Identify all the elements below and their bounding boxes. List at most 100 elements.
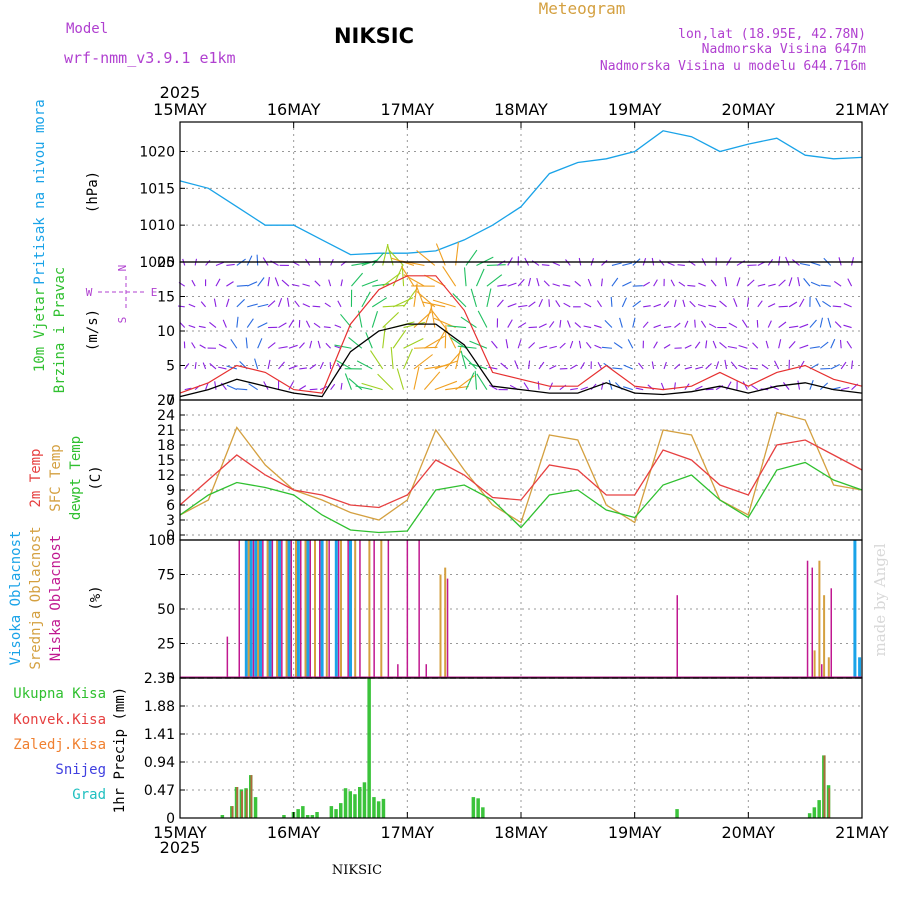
wind-barb bbox=[623, 364, 633, 370]
wind-barb bbox=[523, 382, 530, 390]
time-label-top: 20MAY bbox=[722, 100, 776, 119]
wind-barb bbox=[463, 267, 467, 287]
wind-barb bbox=[719, 341, 727, 349]
wind-barb bbox=[674, 363, 681, 370]
wind-barb bbox=[673, 299, 677, 307]
wind-barb bbox=[635, 387, 644, 391]
wind-barb bbox=[371, 311, 379, 328]
wind-barb bbox=[328, 279, 332, 287]
y-tick-label: 18 bbox=[157, 438, 175, 454]
wind-barb bbox=[677, 264, 685, 266]
precip-bar bbox=[305, 815, 310, 818]
wind-barb bbox=[452, 293, 467, 308]
cloud-bar bbox=[276, 540, 279, 678]
wind-barb bbox=[236, 388, 248, 391]
wind-barb bbox=[465, 372, 475, 390]
wind-barb bbox=[477, 310, 488, 328]
precip-bar bbox=[812, 807, 817, 818]
wind-barb bbox=[281, 279, 290, 287]
wind-barb bbox=[222, 319, 227, 328]
cloud-bar bbox=[271, 540, 274, 678]
wind-barb bbox=[782, 382, 790, 390]
wind-barb bbox=[684, 344, 692, 349]
precip-bar bbox=[282, 815, 286, 818]
wind-barb bbox=[642, 281, 650, 287]
wind-barb bbox=[847, 278, 853, 287]
cloud-bar bbox=[354, 540, 357, 678]
cloud-bar bbox=[425, 664, 427, 678]
time-label-top: 19MAY bbox=[608, 100, 662, 119]
wind-barb bbox=[278, 346, 288, 349]
wind-barb bbox=[660, 382, 665, 390]
wind-barb bbox=[566, 320, 571, 328]
wind-barb bbox=[785, 256, 790, 266]
wind-barb bbox=[469, 340, 488, 349]
cloud-bar bbox=[296, 540, 300, 678]
wind-barb bbox=[312, 305, 321, 308]
wind-barb bbox=[299, 385, 307, 391]
cloud-bar bbox=[295, 540, 297, 678]
wind-barb bbox=[613, 342, 623, 349]
wind-barb bbox=[843, 302, 852, 308]
wind-barb bbox=[205, 259, 211, 266]
cloud-bar bbox=[858, 657, 862, 678]
cloud-bar bbox=[373, 540, 375, 678]
wind-barb bbox=[674, 322, 681, 328]
wind-barb bbox=[390, 346, 394, 369]
cloud-bar bbox=[368, 540, 371, 678]
wind-barb bbox=[851, 360, 854, 370]
y-tick-label: 5 bbox=[166, 359, 175, 375]
wind-barb bbox=[778, 339, 782, 349]
wind-barb bbox=[324, 302, 331, 308]
y-tick-label: 0 bbox=[166, 811, 175, 827]
wind-barb bbox=[552, 283, 560, 287]
wind-dir-n: N bbox=[116, 265, 129, 272]
precip-bar bbox=[353, 794, 357, 818]
precip-bar bbox=[807, 813, 812, 818]
wind-barb bbox=[277, 298, 283, 308]
wind-barb bbox=[768, 283, 776, 287]
wind-barb bbox=[819, 382, 829, 391]
y-tick-label: 0 bbox=[166, 671, 175, 687]
wind-barb bbox=[610, 296, 613, 307]
wind-barb bbox=[538, 298, 544, 308]
wind-barb bbox=[622, 262, 633, 266]
cloud-bar bbox=[319, 540, 321, 678]
model-elevation-label: Nadmorska Visina u modelu 644.716m bbox=[600, 59, 866, 74]
wind-barb bbox=[736, 277, 741, 287]
cloud-bar bbox=[262, 540, 264, 678]
cloud-bar bbox=[247, 540, 250, 678]
wind-barb bbox=[678, 281, 686, 287]
wind-barb bbox=[213, 298, 217, 307]
wind-barb bbox=[769, 385, 779, 391]
wind-barb bbox=[317, 340, 321, 349]
wind-barb bbox=[830, 338, 836, 349]
wind-barb bbox=[682, 299, 686, 307]
wind-barb bbox=[179, 322, 186, 328]
wind-barb bbox=[361, 382, 383, 391]
wind-barb bbox=[574, 280, 582, 287]
wind-barb bbox=[474, 370, 478, 390]
wind-barb bbox=[601, 259, 608, 266]
wind-barb bbox=[416, 250, 436, 266]
wind-barb bbox=[247, 281, 258, 287]
wind-barb bbox=[809, 346, 820, 349]
wind-barb bbox=[278, 322, 287, 329]
wind-barb bbox=[751, 384, 759, 391]
wind-barb bbox=[256, 254, 259, 266]
y-tick-label: 10 bbox=[157, 324, 175, 340]
precip-legend-item: Snijeg bbox=[55, 762, 106, 778]
wind-barb bbox=[382, 312, 399, 328]
wind-barb bbox=[294, 300, 300, 308]
wind-barb bbox=[507, 319, 513, 328]
wind-barb bbox=[619, 317, 623, 328]
wind-barb bbox=[712, 340, 717, 349]
precip-bar bbox=[358, 787, 362, 818]
wind-barb bbox=[447, 325, 467, 329]
wind-barb bbox=[663, 325, 672, 329]
y-tick-label: 1010 bbox=[139, 218, 175, 234]
y-tick-label: 1020 bbox=[139, 144, 175, 160]
wind-barb bbox=[738, 344, 748, 349]
wind-barb bbox=[724, 359, 728, 370]
wind-barb bbox=[585, 341, 592, 349]
